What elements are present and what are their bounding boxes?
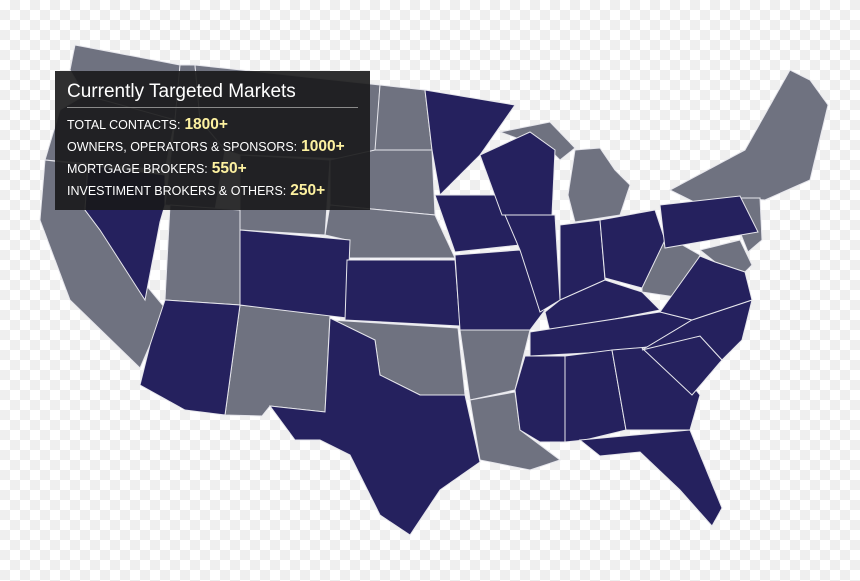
state [659, 195, 759, 249]
stat-label: MORTGAGE BROKERS: [67, 162, 208, 176]
stat-value: 250+ [290, 182, 326, 199]
state [668, 69, 829, 206]
state [479, 131, 556, 216]
panel-title: Currently Targeted Markets [67, 81, 358, 108]
state [374, 84, 433, 151]
state [454, 249, 546, 331]
stat-value: 1800+ [184, 116, 228, 133]
state [164, 204, 241, 306]
state [224, 304, 331, 417]
state [567, 147, 631, 223]
stat-label: INVESTIMENT BROKERS & OTHERS: [67, 184, 287, 198]
state [578, 429, 723, 527]
stat-value: 1000+ [301, 138, 345, 155]
stat-row: INVESTIMENT BROKERS & OTHERS: 250+ [67, 180, 358, 202]
state [659, 255, 753, 321]
state [504, 214, 561, 313]
stat-label: TOTAL CONTACTS: [67, 118, 181, 132]
state [268, 317, 481, 536]
state [564, 349, 627, 443]
state [424, 89, 516, 197]
stat-row: MORTGAGE BROKERS: 550+ [67, 158, 358, 180]
state [344, 259, 461, 327]
state [514, 355, 566, 443]
state [698, 239, 753, 273]
stat-value: 550+ [211, 160, 247, 177]
state [239, 229, 351, 319]
stat-row: OWNERS, OPERATORS & SPONSORS: 1000+ [67, 136, 358, 158]
state [599, 209, 666, 289]
info-panel: Currently Targeted Markets TOTAL CONTACT… [55, 71, 370, 210]
stat-row: TOTAL CONTACTS: 1800+ [67, 114, 358, 136]
stat-label: OWNERS, OPERATORS & SPONSORS: [67, 140, 298, 154]
